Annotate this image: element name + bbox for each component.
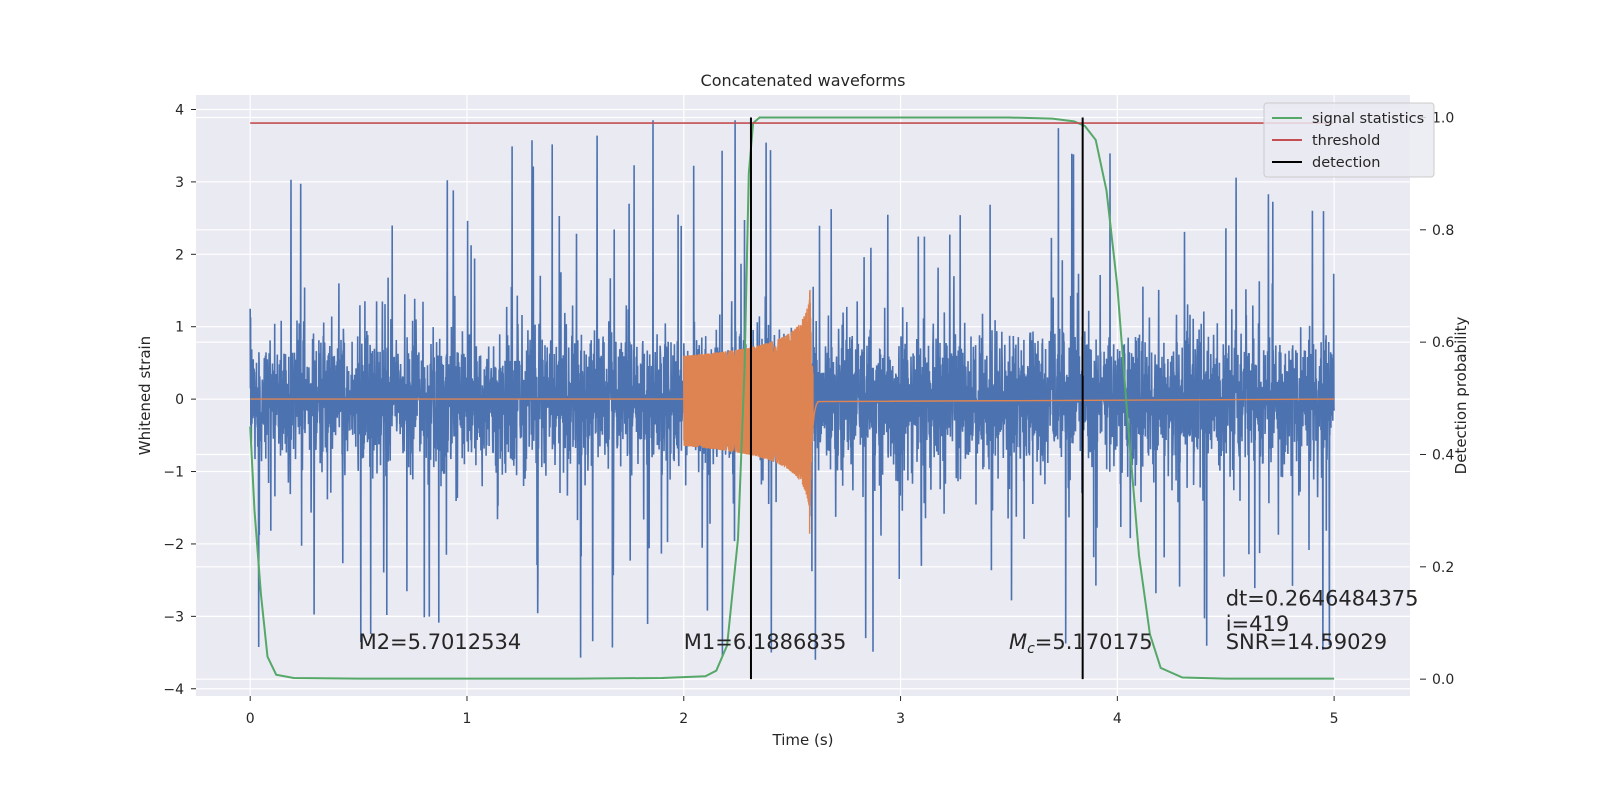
probability-series (249, 116, 1335, 680)
x-tick-label: 1 (463, 711, 472, 727)
legend-label-threshold: threshold (1312, 133, 1380, 149)
x-tick-label: 4 (1113, 711, 1122, 727)
y-tick-label: −4 (163, 682, 184, 698)
x-tick-label: 5 (1330, 711, 1339, 727)
chart-title: Concatenated waveforms (701, 71, 906, 90)
y2-tick-label: 0.8 (1432, 223, 1454, 239)
y-tick-label: 2 (175, 247, 184, 263)
annotation-text: Mc=5.170175 (1009, 630, 1153, 657)
legend-label-detection: detection (1312, 155, 1380, 171)
y-axis-title: Whitened strain (136, 336, 154, 455)
legend-box (1263, 102, 1435, 178)
y2-tick-label: 0.6 (1432, 335, 1454, 351)
y2-tick-label: 0.2 (1432, 560, 1454, 576)
y2-tick-label: 1.0 (1432, 110, 1454, 126)
signal-statistics-line (249, 116, 1335, 680)
x-tick-label: 3 (896, 711, 905, 727)
tick-labels: 0 1 2 3 4 5 −4 −3 −2 −1 0 1 2 3 4 0.0 0.2 0.4 0.6 0.8 1.0 (163, 102, 1454, 727)
annotations: M2=5.7012534 M1=6.1886835 Mc=5.170175 dt=0.… (359, 586, 1419, 656)
x-tick-label: 2 (679, 711, 688, 727)
y-tick-label: −2 (163, 537, 184, 553)
x-tick-label: 0 (246, 711, 255, 727)
y-tick-label: −1 (163, 465, 184, 481)
annotation-text: SNR=14.59029 (1226, 630, 1387, 654)
y-tick-label: 0 (175, 392, 184, 408)
legend-label-signal-statistics: signal statistics (1312, 111, 1424, 127)
y-tick-label: 3 (175, 175, 184, 191)
y2-tick-label: 0.0 (1432, 672, 1454, 688)
y2-axis-title: Detection probability (1452, 317, 1470, 475)
x-axis-title: Time (s) (772, 731, 834, 749)
y2-tick-label: 0.4 (1432, 447, 1454, 463)
annotation-text: M2=5.7012534 (359, 630, 522, 654)
annotation-text: M1=6.1886835 (684, 630, 847, 654)
y-tick-label: 4 (175, 102, 184, 118)
legend: signal statistics threshold detection (1263, 102, 1435, 178)
y-tick-label: −3 (163, 609, 184, 625)
annotation-text: dt=0.2646484375 (1226, 586, 1419, 610)
annotation-text: i=419 (1226, 612, 1290, 636)
y-tick-label: 1 (175, 320, 184, 336)
